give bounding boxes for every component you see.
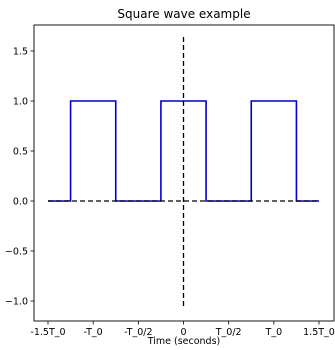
y-tick-label: −1.0	[5, 297, 28, 308]
x-tick-label: 1.5T_0	[303, 327, 335, 338]
y-tick-label: 1.5	[13, 47, 28, 58]
plot-area	[48, 36, 319, 306]
y-tick-label: 0.5	[13, 147, 28, 158]
chart-title: Square wave example	[117, 7, 250, 21]
axes: -1.5T_0 -T_0 -T_0/2 0 T_0/2 T_0 1.5T_0 −1.0 −0.5…	[5, 24, 335, 338]
x-tick-label: -T_0/2	[124, 327, 152, 338]
x-axis-label: Time (seconds)	[147, 336, 221, 346]
y-tick-label: −0.5	[5, 247, 28, 258]
x-tick-label: T_0	[265, 327, 283, 338]
y-tick-label: 1.0	[13, 97, 28, 108]
y-tick-label: 0.0	[13, 197, 28, 208]
x-tick-label: -1.5T_0	[30, 327, 65, 338]
plot-frame	[33, 24, 335, 322]
x-tick-label: T_0/2	[215, 327, 242, 338]
x-tick-label: 0	[180, 327, 186, 338]
x-tick-label: -T_0	[84, 327, 103, 338]
